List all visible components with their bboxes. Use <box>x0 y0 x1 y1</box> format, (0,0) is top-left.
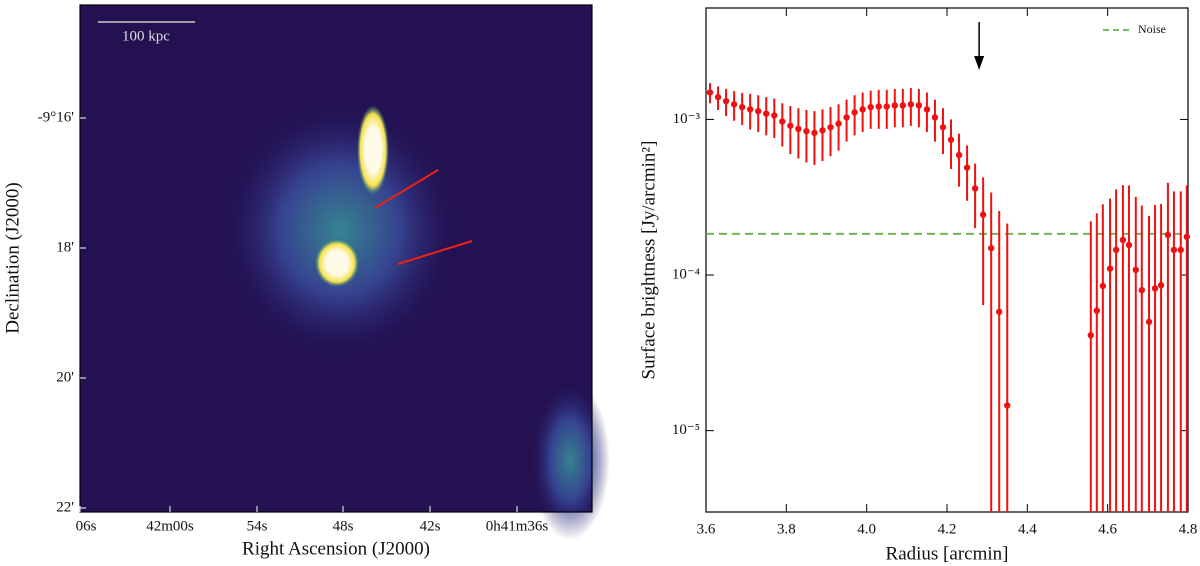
x-tick-label: 3.8 <box>777 521 796 537</box>
data-point <box>803 127 810 135</box>
data-point <box>1112 246 1120 254</box>
data-point <box>1119 236 1127 244</box>
y-tick-label: 20' <box>56 369 74 385</box>
data-point <box>1004 402 1011 409</box>
arrow-head <box>974 56 985 70</box>
x-tick-label: 4.8 <box>1179 521 1198 537</box>
data-point <box>779 118 786 125</box>
data-point <box>979 211 987 218</box>
data-point <box>755 107 762 115</box>
data-point <box>706 89 714 96</box>
data-point <box>987 244 995 252</box>
data-point <box>746 106 754 113</box>
data-point <box>1183 233 1190 241</box>
data-point <box>1157 282 1165 289</box>
y-tick-label: 10⁻³ <box>673 111 701 127</box>
x-tick-label: 3.6 <box>697 521 716 537</box>
data-point <box>1106 265 1114 272</box>
y-tick-label: 22' <box>56 499 74 515</box>
data-point <box>851 109 858 116</box>
x-tick-label: 4.4 <box>1018 521 1037 537</box>
image-frame <box>79 4 593 513</box>
x-tick-label: 0h41m36s <box>486 518 549 534</box>
data-point <box>915 102 923 109</box>
data-point <box>1170 246 1178 254</box>
data-point <box>891 102 898 109</box>
y-tick-label: -9°16' <box>38 109 74 125</box>
source-south <box>315 239 359 287</box>
data-point <box>771 112 778 119</box>
data-point <box>795 125 802 133</box>
data-point <box>923 106 931 113</box>
scale-bar-label: 100 kpc <box>122 28 170 44</box>
data-point <box>1145 318 1153 326</box>
x-axis-label: Radius [arcmin] <box>886 543 1009 564</box>
x-tick-label: 4.0 <box>857 521 876 537</box>
x-tick-label: 4.2 <box>938 521 957 537</box>
data-point <box>1087 332 1094 339</box>
data-point <box>835 120 842 127</box>
data-point <box>899 102 907 109</box>
data-point <box>1132 266 1139 274</box>
data-point <box>1177 246 1184 254</box>
y-axis-label: Declination (J2000) <box>2 182 23 333</box>
data-point <box>931 114 939 121</box>
data-point <box>1138 286 1146 294</box>
data-point <box>819 127 826 134</box>
data-point <box>1151 285 1159 292</box>
data-point <box>1164 231 1172 239</box>
data-point <box>1125 241 1133 249</box>
x-axis-label: Right Ascension (J2000) <box>242 538 430 559</box>
source-north <box>357 105 389 195</box>
y-axis-label: Surface brightness [Jy/arcmin²] <box>638 141 659 380</box>
legend-label: Noise <box>1138 22 1166 36</box>
edge-source <box>530 380 610 540</box>
data-point <box>722 97 730 105</box>
data-point <box>763 110 770 117</box>
data-point <box>1093 307 1101 314</box>
data-point <box>843 114 850 121</box>
x-tick-label: 06s <box>76 518 97 534</box>
y-tick-label: 10⁻⁵ <box>672 422 700 438</box>
data-point <box>787 122 794 129</box>
data-point <box>1099 282 1107 290</box>
data-point <box>738 103 746 111</box>
x-tick-label: 48s <box>333 518 354 534</box>
data-point <box>811 129 818 137</box>
data-point <box>947 136 955 143</box>
diffuse-emission <box>220 100 460 360</box>
data-point <box>827 124 834 131</box>
data-point <box>867 103 874 111</box>
data-point <box>963 164 971 171</box>
red-marker <box>397 240 473 265</box>
data-point <box>907 101 915 108</box>
data-point <box>939 124 947 131</box>
radio-image: 100 kpc Right Ascension (J2000) Declinat… <box>2 4 610 559</box>
data-point <box>714 93 722 101</box>
x-tick-label: 4.6 <box>1098 521 1117 537</box>
red-marker <box>374 169 439 209</box>
data-point <box>971 185 979 192</box>
y-tick-label: 10⁻⁴ <box>672 266 700 282</box>
x-tick-label: 54s <box>247 518 268 534</box>
x-tick-label: 42m00s <box>146 518 194 534</box>
x-tick-label: 42s <box>420 518 441 534</box>
data-point <box>730 101 738 108</box>
data-point <box>859 106 866 113</box>
data-point <box>883 103 890 110</box>
y-tick-label: 18' <box>56 239 74 255</box>
data-point <box>875 103 882 110</box>
data-point <box>996 308 1003 316</box>
data-point <box>955 151 963 159</box>
